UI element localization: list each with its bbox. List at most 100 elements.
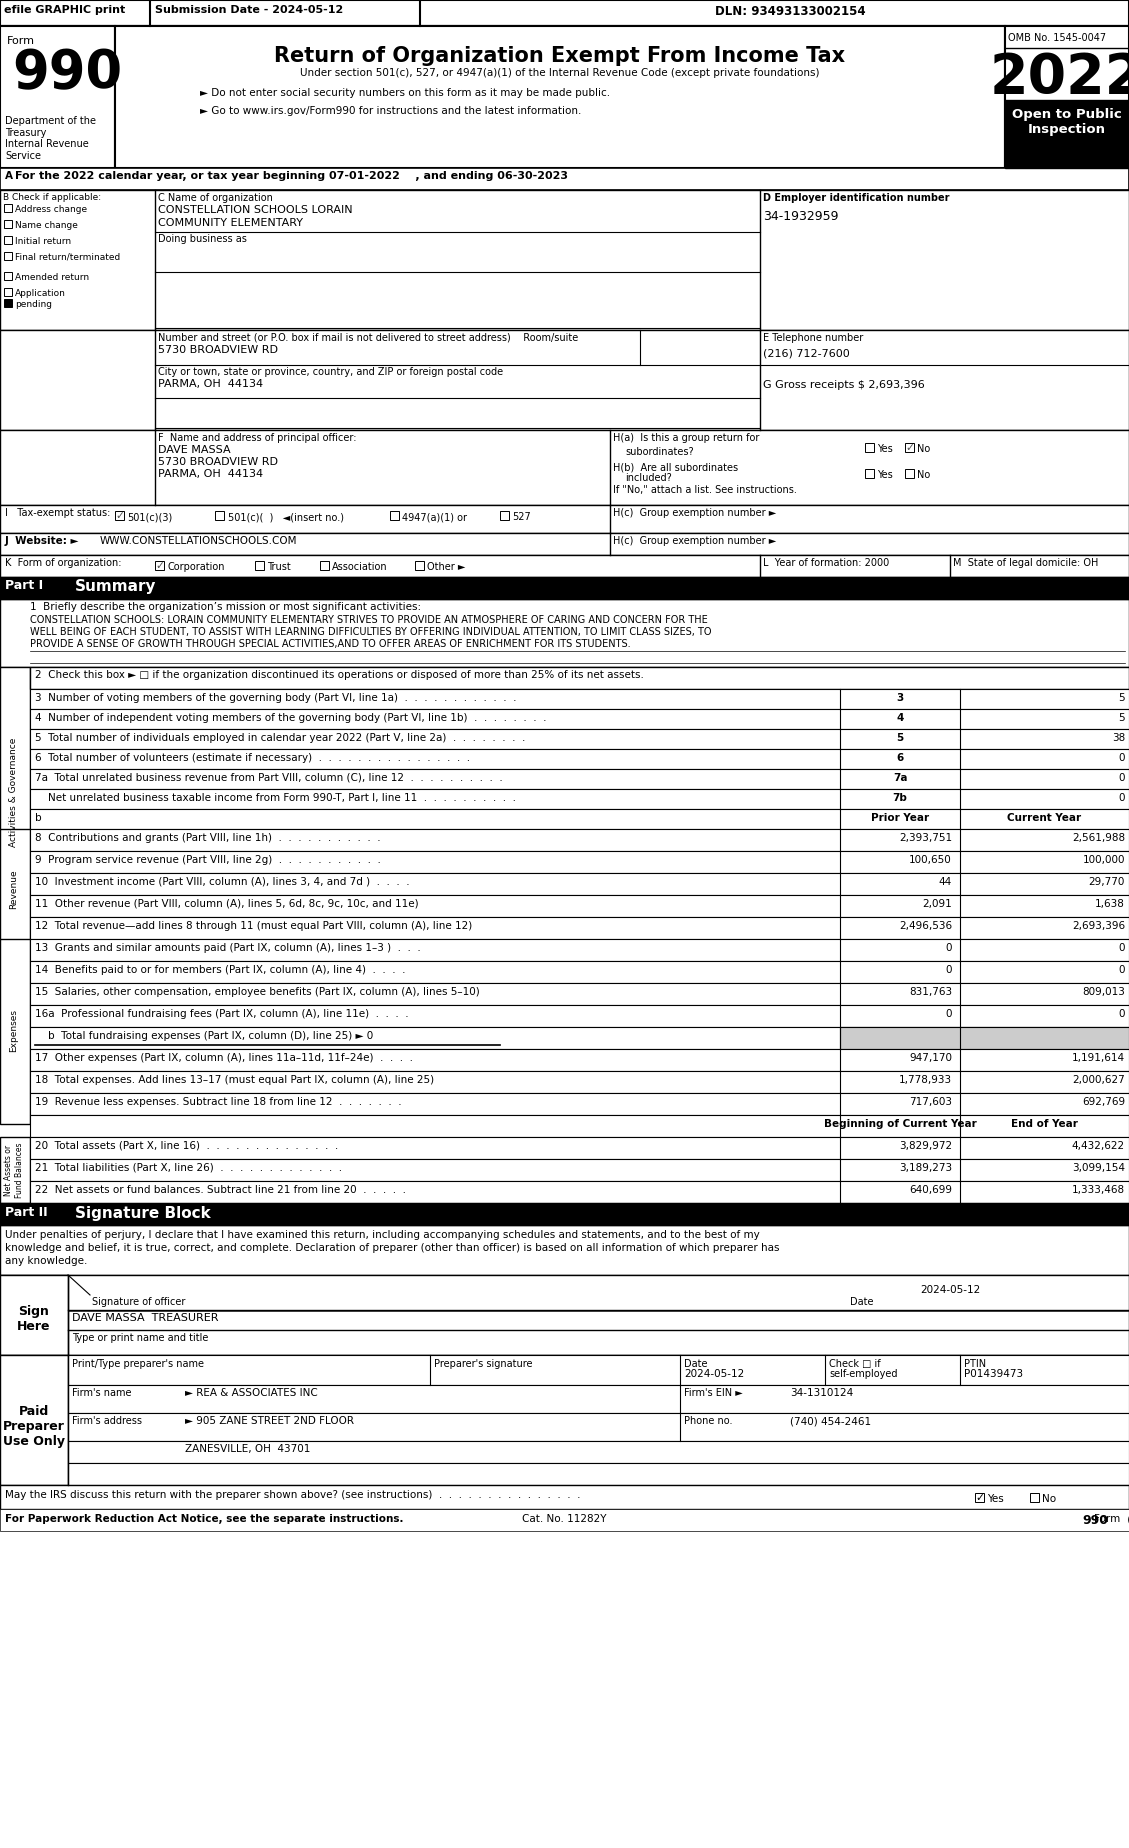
Bar	[0, 1486, 1129, 1510]
Text: Part II: Part II	[5, 1207, 47, 1220]
Text: 10  Investment income (Part VIII, column (A), lines 3, 4, and 7d )  .  .  .  .: 10 Investment income (Part VIII, column …	[35, 878, 410, 887]
Text: 527: 527	[511, 512, 531, 521]
Text: 2022: 2022	[990, 52, 1129, 105]
Text: Net Assets or
Fund Balances: Net Assets or Fund Balances	[5, 1142, 24, 1198]
Bar	[30, 1092, 1129, 1114]
Bar	[30, 789, 1129, 809]
Text: 0: 0	[1119, 942, 1124, 954]
Text: Cat. No. 11282Y: Cat. No. 11282Y	[522, 1514, 606, 1525]
Text: 0: 0	[945, 965, 952, 976]
Bar	[30, 1050, 1129, 1072]
Text: PARMA, OH  44134: PARMA, OH 44134	[158, 379, 263, 388]
Text: 21  Total liabilities (Part X, line 26)  .  .  .  .  .  .  .  .  .  .  .  .  .: 21 Total liabilities (Part X, line 26) .…	[35, 1162, 342, 1173]
Bar	[0, 331, 1129, 431]
Text: knowledge and belief, it is true, correct, and complete. Declaration of preparer: knowledge and belief, it is true, correc…	[5, 1244, 779, 1253]
Text: 4  Number of independent voting members of the governing body (Part VI, line 1b): 4 Number of independent voting members o…	[35, 713, 546, 723]
Text: Net unrelated business taxable income from Form 990-T, Part I, line 11  .  .  . : Net unrelated business taxable income fr…	[35, 793, 516, 804]
Bar	[0, 554, 1129, 577]
Bar	[0, 26, 115, 168]
Text: Beginning of Current Year: Beginning of Current Year	[824, 1120, 977, 1129]
Text: 4: 4	[896, 713, 903, 723]
Bar	[30, 939, 1129, 961]
Text: Form: Form	[7, 35, 35, 46]
Bar	[115, 26, 1005, 168]
Bar	[215, 512, 224, 519]
Text: Amended return: Amended return	[15, 274, 89, 283]
Bar	[115, 512, 124, 519]
Text: Final return/terminated: Final return/terminated	[15, 253, 121, 262]
Text: 1  Briefly describe the organization’s mission or most significant activities:: 1 Briefly describe the organization’s mi…	[30, 602, 421, 612]
Bar	[30, 961, 1129, 983]
Text: ✓: ✓	[975, 1493, 984, 1502]
Text: 4947(a)(1) or: 4947(a)(1) or	[402, 512, 467, 521]
Text: Firm's EIN ►: Firm's EIN ►	[684, 1388, 743, 1397]
Text: Yes: Yes	[877, 444, 893, 455]
Text: 3  Number of voting members of the governing body (Part VI, line 1a)  .  .  .  .: 3 Number of voting members of the govern…	[35, 693, 516, 702]
Text: subordinates?: subordinates?	[625, 447, 693, 456]
Text: 9  Program service revenue (Part VIII, line 2g)  .  .  .  .  .  .  .  .  .  .  .: 9 Program service revenue (Part VIII, li…	[35, 856, 380, 865]
Bar	[30, 917, 1129, 939]
Text: 0: 0	[1119, 965, 1124, 976]
Bar	[30, 809, 1129, 830]
Text: F  Name and address of principal officer:: F Name and address of principal officer:	[158, 432, 357, 444]
Text: 501(c)(  )   ◄(insert no.): 501(c)( ) ◄(insert no.)	[228, 512, 344, 521]
Bar	[30, 1181, 1129, 1203]
Text: Yes: Yes	[877, 469, 893, 480]
Bar	[0, 1275, 1129, 1355]
Text: 2,000,627: 2,000,627	[1073, 1076, 1124, 1085]
Text: 100,650: 100,650	[909, 856, 952, 865]
Bar	[1030, 1493, 1039, 1502]
Bar	[5, 251, 12, 261]
Text: If "No," attach a list. See instructions.: If "No," attach a list. See instructions…	[613, 484, 797, 495]
Text: COMMUNITY ELEMENTARY: COMMUNITY ELEMENTARY	[158, 218, 303, 227]
Text: Current Year: Current Year	[1007, 813, 1082, 822]
Text: Part I: Part I	[5, 578, 43, 591]
Text: 3,099,154: 3,099,154	[1073, 1162, 1124, 1173]
Bar	[5, 220, 12, 227]
Text: 4,432,622: 4,432,622	[1071, 1140, 1124, 1151]
Bar	[30, 1005, 1129, 1027]
Text: WELL BEING OF EACH STUDENT, TO ASSIST WITH LEARNING DIFFICULTIES BY OFFERING IND: WELL BEING OF EACH STUDENT, TO ASSIST WI…	[30, 626, 711, 638]
Bar	[30, 983, 1129, 1005]
Text: P01439473: P01439473	[964, 1369, 1023, 1379]
Bar	[0, 1137, 30, 1203]
Text: Trust: Trust	[266, 562, 291, 573]
Text: Paid
Preparer
Use Only: Paid Preparer Use Only	[3, 1404, 65, 1449]
Text: DAVE MASSA: DAVE MASSA	[158, 445, 230, 455]
Bar	[30, 1027, 1129, 1050]
Bar	[0, 505, 1129, 532]
Text: 0: 0	[1119, 772, 1124, 784]
Text: 2024-05-12: 2024-05-12	[920, 1284, 980, 1295]
Text: Prior Year: Prior Year	[870, 813, 929, 822]
Text: I   Tax-exempt status:: I Tax-exempt status:	[5, 508, 111, 517]
Text: DLN: 93493133002154: DLN: 93493133002154	[715, 6, 866, 18]
Text: 22  Net assets or fund balances. Subtract line 21 from line 20  .  .  .  .  .: 22 Net assets or fund balances. Subtract…	[35, 1185, 406, 1196]
Text: End of Year: End of Year	[1010, 1120, 1077, 1129]
Text: Under section 501(c), 527, or 4947(a)(1) of the Internal Revenue Code (except pr: Under section 501(c), 527, or 4947(a)(1)…	[300, 68, 820, 78]
Bar	[68, 1464, 1129, 1486]
Text: 990: 990	[12, 46, 122, 100]
Text: 640,699: 640,699	[909, 1185, 952, 1196]
Text: OMB No. 1545-0047: OMB No. 1545-0047	[1008, 33, 1106, 43]
Text: b  Total fundraising expenses (Part IX, column (D), line 25) ► 0: b Total fundraising expenses (Part IX, c…	[35, 1031, 374, 1040]
Text: D Employer identification number: D Employer identification number	[763, 192, 949, 203]
Text: 0: 0	[1119, 1009, 1124, 1018]
Text: J  Website: ►: J Website: ►	[5, 536, 79, 545]
Bar	[5, 203, 12, 213]
Text: 6: 6	[896, 752, 903, 763]
Text: Preparer's signature: Preparer's signature	[434, 1358, 533, 1369]
Text: 5: 5	[896, 734, 903, 743]
Text: G Gross receipts $ 2,693,396: G Gross receipts $ 2,693,396	[763, 381, 925, 390]
Text: 1,191,614: 1,191,614	[1071, 1053, 1124, 1063]
Bar	[30, 1114, 1129, 1137]
Text: 5730 BROADVIEW RD: 5730 BROADVIEW RD	[158, 456, 278, 468]
Bar	[0, 1275, 68, 1355]
Bar	[30, 894, 1129, 917]
Text: Association: Association	[332, 562, 387, 573]
Text: M  State of legal domicile: OH: M State of legal domicile: OH	[953, 558, 1099, 567]
Text: Signature Block: Signature Block	[75, 1207, 211, 1222]
Text: self-employed: self-employed	[829, 1369, 898, 1379]
Text: Department of the
Treasury
Internal Revenue
Service: Department of the Treasury Internal Reve…	[5, 116, 96, 161]
Text: included?: included?	[625, 473, 672, 482]
Text: 5: 5	[1119, 713, 1124, 723]
